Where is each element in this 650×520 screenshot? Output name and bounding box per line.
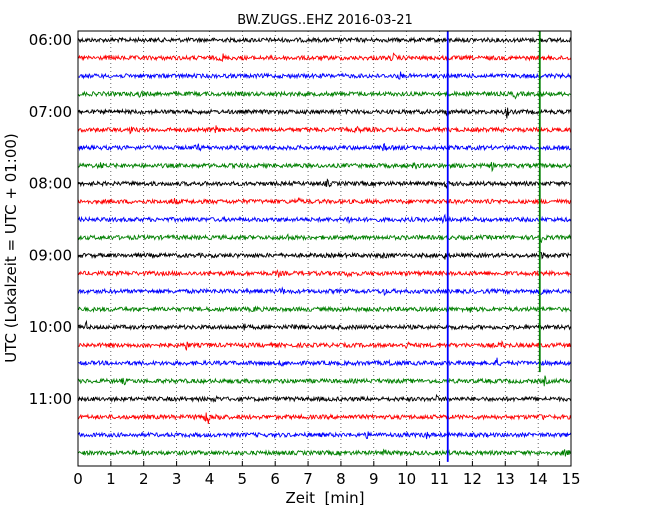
trace-0930 <box>77 286 572 297</box>
x-tick-label: 3 <box>172 470 182 488</box>
y-tick-label: 07:00 <box>29 103 72 121</box>
x-tick-label: 8 <box>336 470 346 488</box>
x-axis: 0 1 2 3 4 5 6 7 8 9 10 11 12 13 14 15 <box>73 461 581 488</box>
traces <box>77 35 572 457</box>
x-tick-label: 6 <box>270 470 280 488</box>
chart-title: BW.ZUGS..EHZ 2016-03-21 <box>237 13 413 28</box>
x-tick-label: 2 <box>139 470 149 488</box>
trace-0745 <box>77 161 572 173</box>
plot-frame <box>77 30 572 467</box>
y-tick-label: 11:00 <box>29 390 72 408</box>
x-tick-label: 10 <box>397 470 416 488</box>
trace-0730 <box>77 142 572 152</box>
trace-0845 <box>77 233 572 244</box>
trace-0615 <box>77 52 572 63</box>
trace-0800 <box>77 178 572 189</box>
trace-0915 <box>77 268 572 278</box>
y-axis-label: UTC (Lokalzeit = UTC + 01:00) <box>2 133 20 363</box>
trace-0945 <box>77 305 572 314</box>
y-tick-label: 06:00 <box>29 31 72 49</box>
trace-1145 <box>77 448 572 457</box>
trace-0630 <box>77 71 572 80</box>
trace-0900 <box>77 250 572 260</box>
trace-1030 <box>77 357 572 367</box>
trace-0830 <box>77 213 572 225</box>
x-tick-label: 13 <box>496 470 515 488</box>
trace-0645 <box>77 89 572 100</box>
y-tick-label: 10:00 <box>29 318 72 336</box>
trace-1130 <box>77 431 572 440</box>
x-tick-label: 14 <box>529 470 548 488</box>
trace-0600 <box>77 35 572 44</box>
vertical-markers <box>446 31 541 462</box>
x-tick-label: 7 <box>303 470 313 488</box>
x-tick-label: 11 <box>430 470 449 488</box>
x-tick-label: 0 <box>73 470 83 488</box>
trace-1000 <box>77 319 572 331</box>
x-tick-label: 5 <box>238 470 248 488</box>
x-tick-label: 4 <box>205 470 215 488</box>
trace-1045 <box>77 375 572 387</box>
x-tick-label: 15 <box>561 470 580 488</box>
x-tick-label: 1 <box>106 470 116 488</box>
trace-0815 <box>77 196 572 206</box>
x-axis-label: Zeit [min] <box>285 489 364 507</box>
x-tick-label: 12 <box>463 470 482 488</box>
y-tick-label: 08:00 <box>29 175 72 193</box>
trace-0700 <box>77 107 572 119</box>
trace-1115 <box>77 412 572 425</box>
trace-1100 <box>77 393 572 403</box>
trace-0715 <box>77 125 572 135</box>
x-tick-label: 9 <box>369 470 379 488</box>
y-tick-label: 09:00 <box>29 246 72 264</box>
trace-1015 <box>77 340 572 351</box>
y-axis: 06:00 07:00 08:00 09:00 10:00 11:00 <box>29 31 83 408</box>
